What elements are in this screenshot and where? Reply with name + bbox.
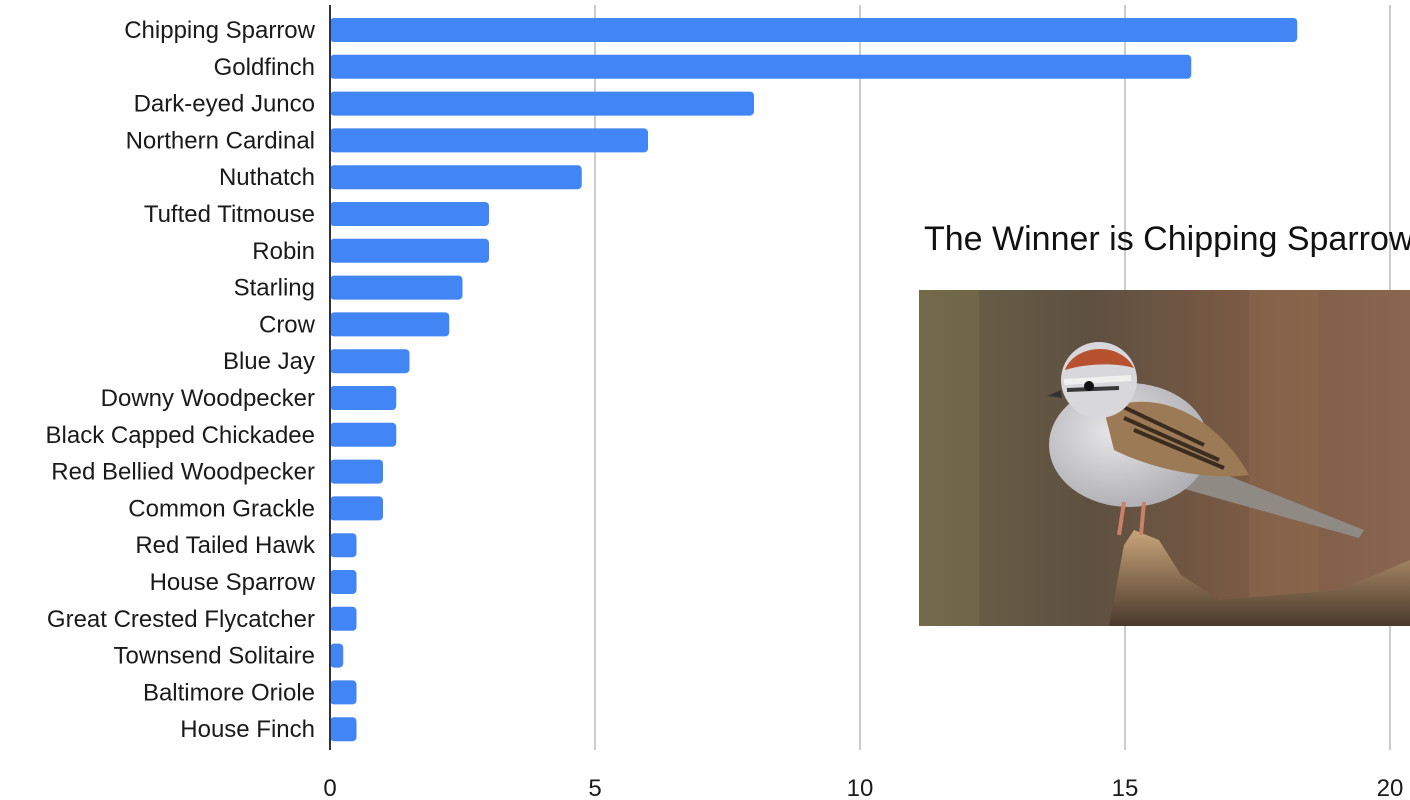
category-label: Robin	[252, 238, 315, 265]
bar-crow	[330, 312, 450, 337]
winner-annotation: The Winner is Chipping Sparrow	[924, 220, 1410, 258]
category-label: Chipping Sparrow	[124, 17, 315, 44]
category-label: Northern Cardinal	[126, 127, 315, 154]
bar-downy-woodpecker	[330, 386, 397, 410]
bar-black-capped-chickadee	[330, 422, 397, 447]
category-label: Blue Jay	[223, 348, 315, 375]
bar-chipping-sparrow	[330, 18, 1298, 42]
category-label: Downy Woodpecker	[101, 385, 315, 412]
bar-red-bellied-woodpecker	[330, 459, 383, 484]
category-label: House Finch	[180, 716, 315, 743]
category-label: Red Tailed Hawk	[135, 532, 316, 559]
x-tick-label: 0	[323, 775, 336, 800]
category-label: Townsend Solitaire	[114, 643, 315, 670]
bar-tufted-titmouse	[330, 202, 489, 226]
category-label: Starling	[234, 275, 315, 302]
category-label: Red Bellied Woodpecker	[51, 459, 315, 486]
category-label: Goldfinch	[214, 54, 315, 81]
bar-townsend-solitaire	[330, 643, 344, 668]
chipping-sparrow-photo	[919, 290, 1410, 626]
x-tick-label: 10	[847, 775, 874, 800]
category-label: Crow	[259, 311, 316, 338]
bar-house-sparrow	[330, 570, 357, 594]
category-label: Common Grackle	[128, 495, 315, 522]
bar-great-crested-flycatcher	[330, 606, 357, 631]
x-tick-label: 15	[1112, 775, 1139, 800]
bar-starling	[330, 275, 463, 300]
category-label: Baltimore Oriole	[143, 679, 315, 706]
category-label: Great Crested Flycatcher	[47, 606, 315, 633]
x-tick-label: 20	[1377, 775, 1404, 800]
bar-common-grackle	[330, 496, 383, 521]
bar-robin	[330, 238, 489, 263]
category-label: Tufted Titmouse	[144, 201, 315, 228]
category-label: House Sparrow	[150, 569, 316, 596]
bar-dark-eyed-junco	[330, 91, 754, 116]
sparrow-illustration	[919, 290, 1410, 626]
bar-blue-jay	[330, 349, 410, 374]
category-label: Black Capped Chickadee	[46, 422, 316, 449]
bar-goldfinch	[330, 54, 1192, 79]
bar-nuthatch	[330, 165, 582, 190]
category-label: Dark-eyed Junco	[134, 91, 315, 118]
bar-northern-cardinal	[330, 128, 648, 153]
bar-red-tailed-hawk	[330, 533, 357, 558]
bar-house-finch	[330, 717, 357, 742]
x-tick-label: 5	[588, 775, 601, 800]
category-label: Nuthatch	[219, 164, 315, 191]
bar-baltimore-oriole	[330, 680, 357, 705]
